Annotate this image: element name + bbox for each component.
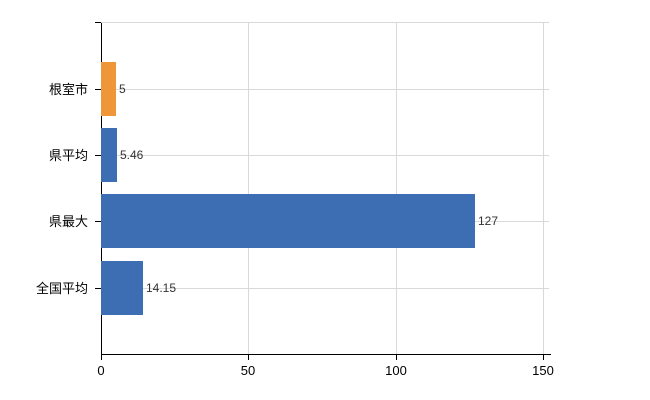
plot-top-border <box>101 22 549 23</box>
category-label: 県平均 <box>48 148 88 163</box>
x-tick <box>248 354 249 360</box>
y-tick <box>95 221 101 222</box>
x-tick-label: 150 <box>532 363 554 378</box>
x-tick-label: 100 <box>385 363 407 378</box>
x-tick <box>396 354 397 360</box>
y-tick <box>95 155 101 156</box>
x-tick <box>543 354 544 360</box>
category-label: 県最大 <box>48 214 88 229</box>
x-axis-line <box>101 354 551 355</box>
bar-value-label: 5.46 <box>120 148 144 162</box>
v-gridline <box>248 22 249 354</box>
h-gridline <box>101 89 549 90</box>
y-axis-line <box>101 22 102 354</box>
x-tick <box>101 354 102 360</box>
bar-value-label: 5 <box>119 82 126 96</box>
bar <box>101 62 116 116</box>
h-gridline <box>101 155 549 156</box>
category-label: 根室市 <box>48 82 88 97</box>
x-tick-label: 0 <box>97 363 105 378</box>
bar-value-label: 127 <box>478 214 499 228</box>
y-tick <box>95 22 101 23</box>
v-gridline <box>543 22 544 354</box>
x-tick-label: 50 <box>240 363 256 378</box>
category-label: 全国平均 <box>35 281 88 296</box>
bar <box>101 261 143 315</box>
v-gridline <box>396 22 397 354</box>
y-tick <box>95 288 101 289</box>
bar-value-label: 14.15 <box>146 281 177 295</box>
bar <box>101 194 475 248</box>
y-tick <box>95 89 101 90</box>
h-gridline <box>101 288 549 289</box>
bar <box>101 128 117 182</box>
